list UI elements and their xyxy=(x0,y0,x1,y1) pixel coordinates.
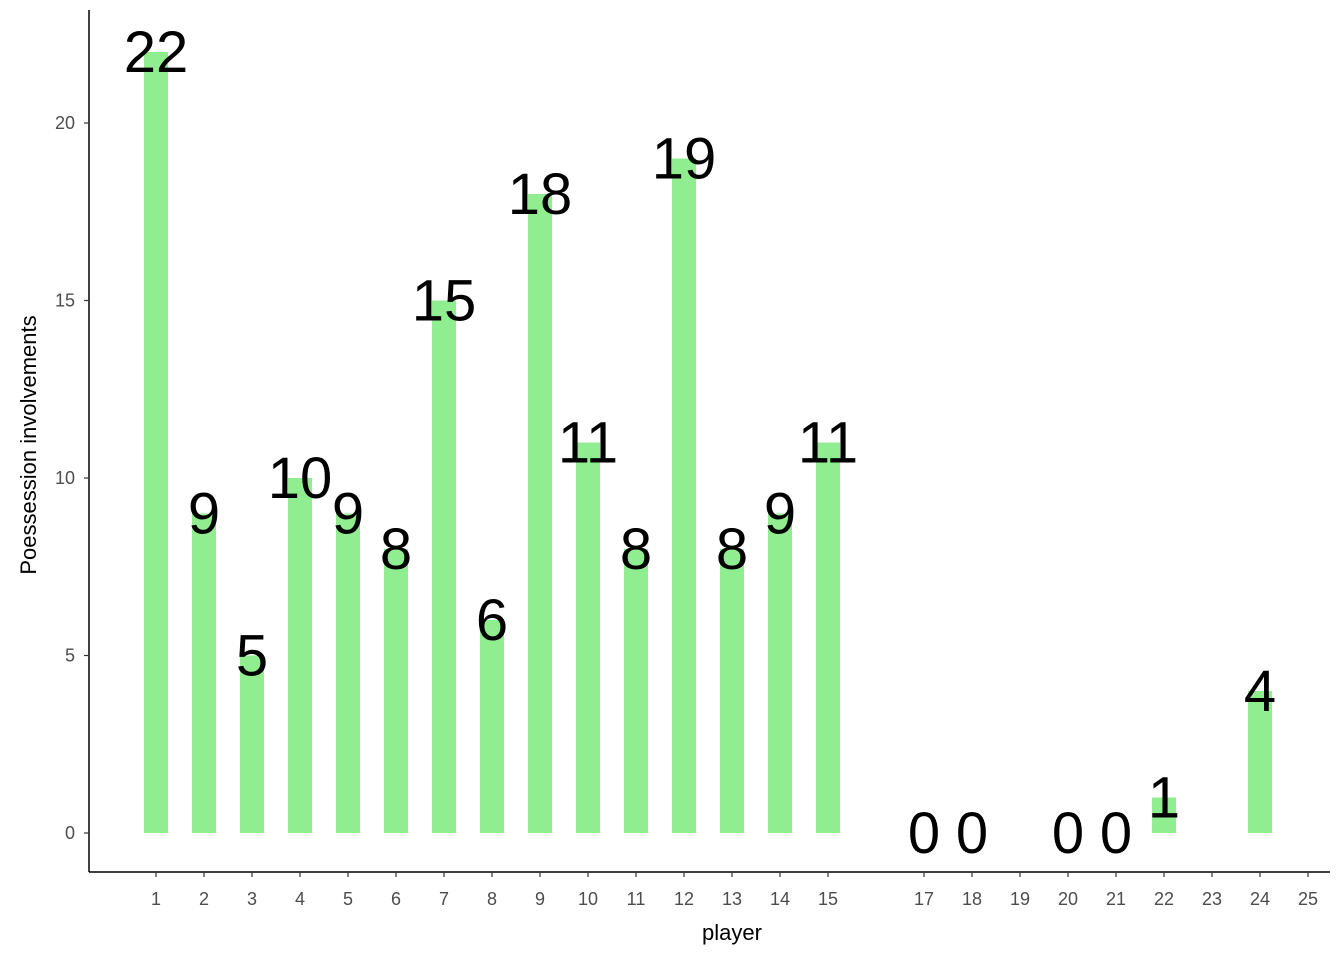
bar xyxy=(432,300,456,833)
x-tick-label: 22 xyxy=(1154,889,1174,909)
bar xyxy=(720,549,744,833)
data-label: 6 xyxy=(476,588,508,653)
bar xyxy=(480,620,504,833)
bars-layer xyxy=(144,52,1272,833)
x-axis-ticks: 1 2 3 4 5 6 7 8 9 10 11 12 13 14 15 17 18 19 20 21 22 23 24 25 xyxy=(151,872,1318,909)
y-tick-label: 0 xyxy=(65,823,75,843)
x-tick-label: 7 xyxy=(439,889,449,909)
bar xyxy=(528,194,552,833)
bar xyxy=(144,52,168,833)
bar xyxy=(288,478,312,833)
data-label: 10 xyxy=(268,446,333,511)
bar xyxy=(768,513,792,833)
data-label: 22 xyxy=(124,20,189,85)
x-tick-label: 15 xyxy=(818,889,838,909)
bar xyxy=(1248,691,1272,833)
data-label: 15 xyxy=(412,269,477,334)
x-tick-label: 6 xyxy=(391,889,401,909)
data-label: 0 xyxy=(908,801,940,866)
x-tick-label: 24 xyxy=(1250,889,1270,909)
x-tick-label: 12 xyxy=(674,889,694,909)
data-label: 9 xyxy=(332,482,364,547)
data-label: 8 xyxy=(620,517,652,582)
data-label: 8 xyxy=(380,517,412,582)
y-tick-label: 10 xyxy=(55,468,75,488)
data-label: 4 xyxy=(1244,659,1276,724)
x-tick-label: 5 xyxy=(343,889,353,909)
x-tick-label: 17 xyxy=(914,889,934,909)
y-tick-label: 15 xyxy=(55,291,75,311)
bar xyxy=(1152,797,1176,833)
x-tick-label: 23 xyxy=(1202,889,1222,909)
x-axis-title: player xyxy=(702,920,762,945)
y-tick-label: 5 xyxy=(65,646,75,666)
data-label: 0 xyxy=(1100,801,1132,866)
data-label: 18 xyxy=(508,162,573,227)
x-tick-label: 9 xyxy=(535,889,545,909)
x-tick-label: 21 xyxy=(1106,889,1126,909)
bar xyxy=(816,442,840,833)
x-tick-label: 3 xyxy=(247,889,257,909)
bar xyxy=(576,442,600,833)
data-label: 19 xyxy=(652,127,717,192)
x-tick-label: 2 xyxy=(199,889,209,909)
bar xyxy=(336,513,360,833)
bar xyxy=(672,158,696,833)
y-tick-label: 20 xyxy=(55,113,75,133)
data-label: 9 xyxy=(188,482,220,547)
bar xyxy=(624,549,648,833)
bar xyxy=(240,655,264,833)
bar xyxy=(384,549,408,833)
data-label: 5 xyxy=(236,624,268,689)
y-axis-title: Poessession involvements xyxy=(16,315,41,574)
x-tick-label: 19 xyxy=(1010,889,1030,909)
x-tick-label: 18 xyxy=(962,889,982,909)
x-tick-label: 10 xyxy=(578,889,598,909)
data-label: 8 xyxy=(716,517,748,582)
x-tick-label: 20 xyxy=(1058,889,1078,909)
bar xyxy=(192,513,216,833)
data-label: 0 xyxy=(1052,801,1084,866)
data-label: 11 xyxy=(558,411,618,476)
y-axis-ticks: 0 5 10 15 20 xyxy=(55,113,89,843)
x-tick-label: 11 xyxy=(627,889,646,909)
x-tick-label: 8 xyxy=(487,889,497,909)
x-tick-label: 14 xyxy=(770,889,790,909)
data-label: 1 xyxy=(1148,766,1180,831)
data-label: 11 xyxy=(798,411,858,476)
x-tick-label: 1 xyxy=(151,889,161,909)
data-label: 0 xyxy=(956,801,988,866)
x-tick-label: 4 xyxy=(295,889,305,909)
x-tick-label: 13 xyxy=(722,889,742,909)
data-label: 9 xyxy=(764,482,796,547)
x-tick-label: 25 xyxy=(1298,889,1318,909)
